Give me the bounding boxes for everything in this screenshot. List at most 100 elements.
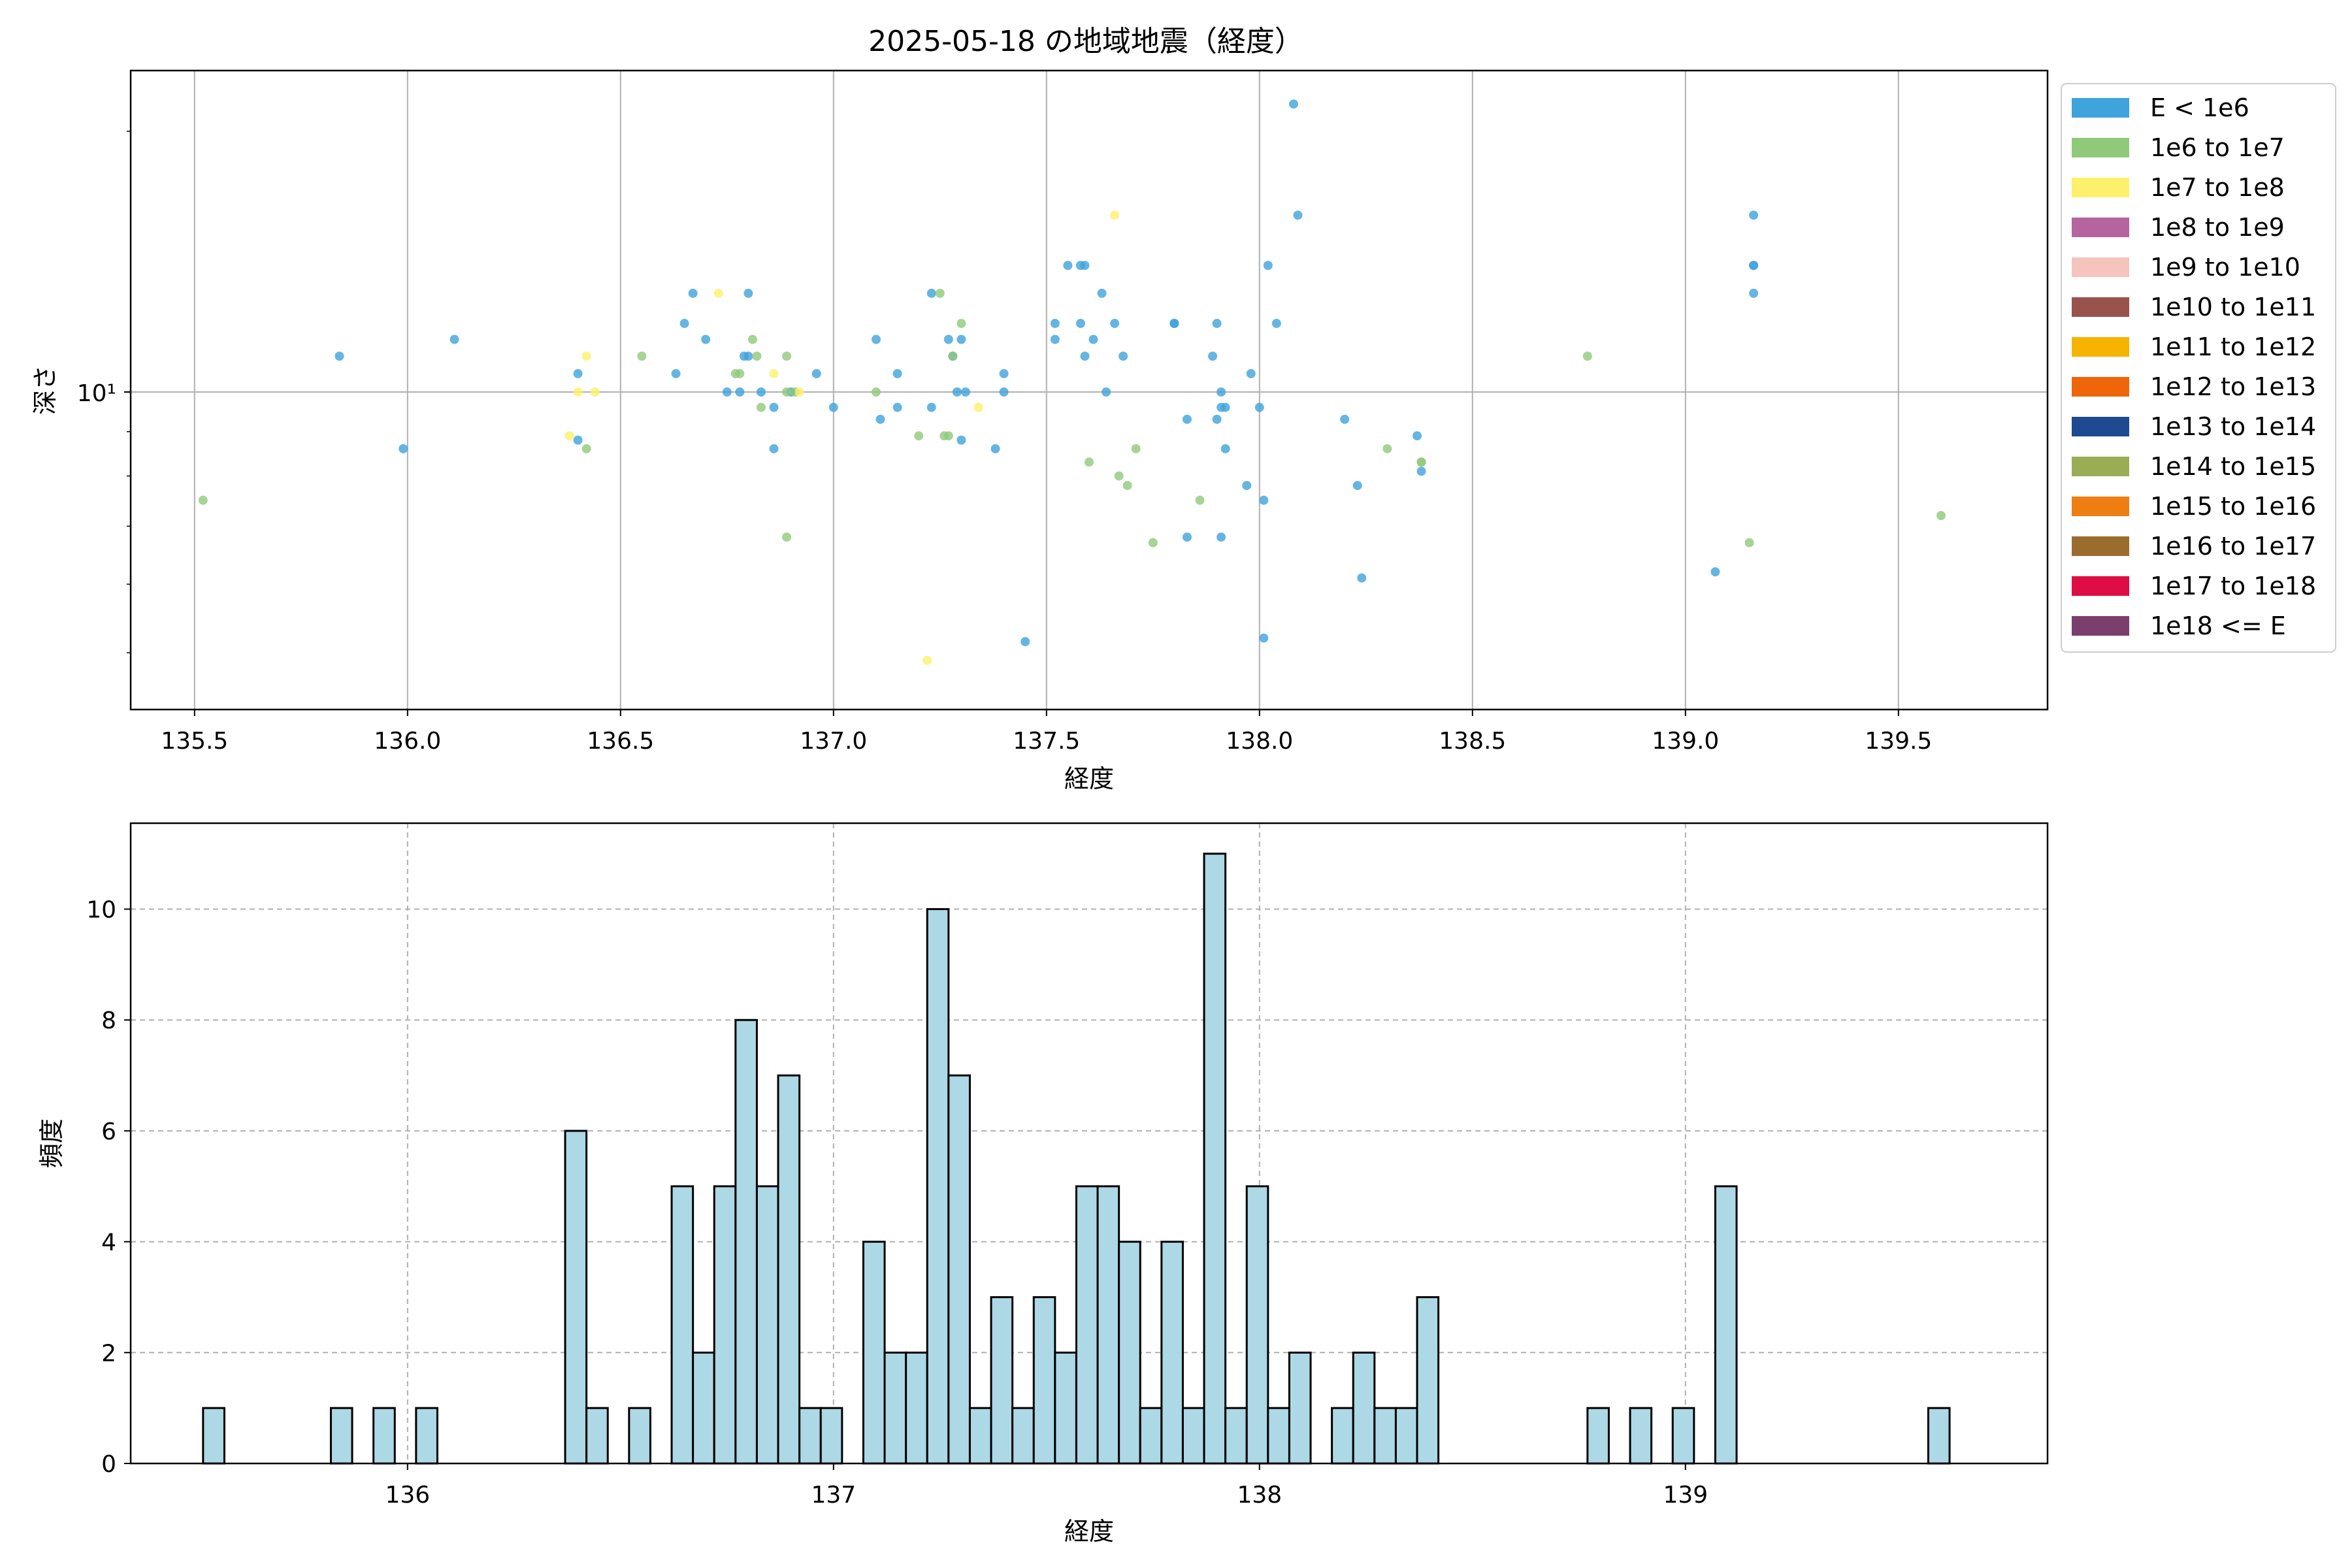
scatter-point [1102, 387, 1111, 397]
scatter-point [688, 288, 698, 298]
scatter-point [956, 435, 966, 445]
scatter-point [747, 335, 757, 344]
legend-swatch [2072, 218, 2129, 237]
scatter-point [1110, 319, 1120, 329]
scatter-point [581, 351, 591, 361]
histogram-x-ticks: 136 137 138 139 [385, 1463, 1708, 1509]
legend-box [2061, 83, 2336, 653]
histogram-plot-frame [129, 822, 2049, 1465]
scatter-point [1413, 431, 1422, 441]
histogram-bar [1075, 1185, 1099, 1465]
scatter-point [811, 368, 821, 378]
histogram-bar [926, 908, 950, 1465]
legend-label: 1e18 <= E [2150, 612, 2286, 640]
legend-label: E < 1e6 [2150, 93, 2249, 122]
scatter-points [198, 99, 1946, 665]
scatter-grid [131, 71, 2048, 710]
histogram-bar [1714, 1185, 1738, 1465]
scatter-point [752, 351, 762, 361]
scatter-point [1208, 351, 1218, 361]
legend-swatch [2072, 616, 2129, 636]
histogram-bar [905, 1351, 928, 1465]
histogram-bar [372, 1407, 396, 1465]
scatter-x-tick-label: 137.5 [1013, 728, 1080, 755]
legend-swatch [2072, 377, 2129, 397]
legend-swatch [2072, 536, 2129, 556]
legend-swatch [2072, 297, 2129, 317]
scatter-point [713, 288, 723, 298]
scatter-x-tick-label: 137.0 [800, 728, 867, 755]
scatter-point [926, 402, 936, 412]
scatter-point [1352, 481, 1362, 491]
histogram-bar [1373, 1407, 1397, 1465]
scatter-point [1182, 414, 1192, 424]
scatter-point [679, 319, 689, 329]
scatter-point [782, 351, 792, 361]
scatter-point [960, 387, 970, 397]
scatter-point [892, 402, 902, 412]
scatter-point [1148, 538, 1158, 547]
scatter-point [1217, 532, 1226, 542]
scatter-point [1416, 466, 1426, 476]
scatter-x-tick-label: 139.5 [1865, 728, 1932, 755]
histogram-bar [734, 1019, 758, 1465]
scatter-y-tick-label: 10¹ [77, 380, 116, 407]
legend-label: 1e9 to 1e10 [2150, 253, 2300, 282]
histogram-bar [1416, 1296, 1440, 1465]
scatter-panel: 2025-05-18 の地域地震（経度） 135.5 136.0 136.5 137.… [31, 25, 2336, 793]
histogram-y-tick-label: 6 [101, 1119, 116, 1145]
scatter-point [1080, 351, 1090, 361]
scatter-point [701, 335, 711, 344]
histogram-bar [1394, 1407, 1418, 1465]
histogram-bar [798, 1407, 822, 1465]
scatter-point [948, 351, 958, 361]
scatter-point [1169, 319, 1179, 329]
scatter-x-tick-label: 138.0 [1226, 728, 1293, 755]
histogram-bar [1331, 1407, 1354, 1465]
scatter-point [335, 351, 344, 361]
legend-swatch [2072, 457, 2129, 476]
scatter-x-tick-label: 135.5 [161, 728, 228, 755]
scatter-point [872, 387, 881, 397]
scatter-point [1097, 288, 1107, 298]
scatter-point [1382, 444, 1392, 453]
scatter-point [1050, 319, 1060, 329]
histogram-y-tick-label: 2 [101, 1340, 116, 1367]
scatter-point [1131, 444, 1141, 453]
histogram-bar [1160, 1241, 1184, 1465]
scatter-point [1582, 351, 1592, 361]
scatter-point [671, 368, 681, 378]
scatter-point [914, 431, 924, 441]
histogram-y-tick-label: 4 [101, 1230, 116, 1256]
scatter-point [1288, 99, 1298, 109]
scatter-point [1110, 210, 1120, 220]
histogram-bar [777, 1074, 801, 1465]
histogram-bar [1139, 1407, 1163, 1465]
histogram-y-ticks: 0 2 4 6 8 10 [86, 897, 131, 1478]
histogram-y-tick-label: 10 [86, 897, 116, 924]
scatter-point [449, 335, 459, 344]
histogram-bar [1054, 1351, 1077, 1465]
histogram-x-tick-label: 139 [1663, 1482, 1708, 1509]
histogram-bar [968, 1407, 992, 1465]
histogram-bar [329, 1407, 353, 1465]
scatter-point [769, 368, 779, 378]
scatter-point [1744, 538, 1754, 547]
histogram-bar [819, 1407, 843, 1465]
histogram-bar [585, 1407, 609, 1465]
scatter-point [1263, 261, 1273, 270]
histogram-y-tick-label: 8 [101, 1007, 116, 1034]
scatter-point [935, 288, 945, 298]
scatter-point [1021, 637, 1030, 647]
scatter-point [1293, 210, 1303, 220]
histogram-bar [1352, 1351, 1376, 1465]
histogram-y-tick-label: 0 [101, 1451, 116, 1478]
histogram-bar [1118, 1241, 1141, 1465]
scatter-point [999, 387, 1009, 397]
legend-swatch [2072, 497, 2129, 516]
scatter-point [1075, 319, 1085, 329]
histogram-x-tick-label: 137 [811, 1482, 856, 1509]
scatter-point [722, 387, 732, 397]
scatter-point [1357, 573, 1367, 583]
scatter-point [956, 319, 966, 329]
